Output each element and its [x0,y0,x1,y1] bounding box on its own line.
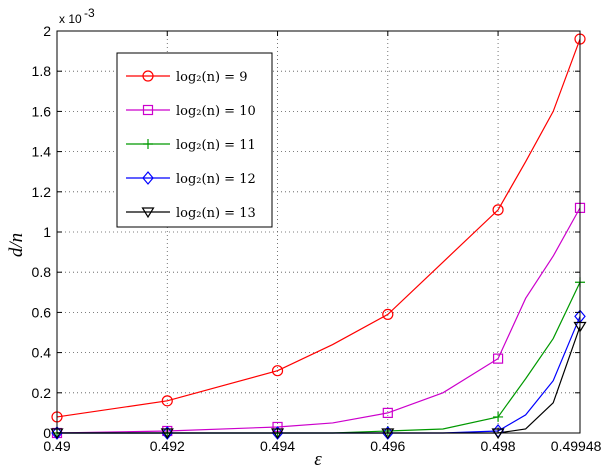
x-tick-label: 0.494 [260,438,295,454]
y-tick-label: 1.6 [32,103,52,119]
y-tick-label: 0.6 [32,304,52,320]
y-tick-label: 0 [43,425,51,441]
x-tick-label: 0.496 [370,438,405,454]
y-axis-label: d/n [6,233,27,257]
x-axis-label: ε [314,449,322,470]
x-tick-label: 0.499486 [551,438,602,454]
legend-label: log₂(n) = 9 [176,70,247,85]
y-tick-label: 1 [43,224,51,240]
y-tick-label: 0.2 [32,385,52,401]
legend-label: log₂(n) = 11 [176,138,256,153]
x-tick-label: 0.498 [481,438,516,454]
legend: log₂(n) = 9 log₂(n) = 10 log₂(n) = 11 log₂(… [117,53,272,227]
y-tick-label: 0.8 [32,264,52,280]
legend-label: log₂(n) = 12 [176,172,256,187]
legend-label: log₂(n) = 13 [176,206,256,221]
y-exponent-base: x 10 [59,12,82,26]
y-tick-label: 2 [43,23,51,39]
y-exponent-power: -3 [84,6,95,20]
legend-label: log₂(n) = 10 [176,104,256,119]
y-tick-label: 1.4 [32,144,52,160]
y-tick-label: 1.2 [32,184,52,200]
x-tick-label: 0.492 [150,438,185,454]
y-tick-label: 0.4 [32,345,52,361]
y-tick-label: 1.8 [32,63,52,79]
